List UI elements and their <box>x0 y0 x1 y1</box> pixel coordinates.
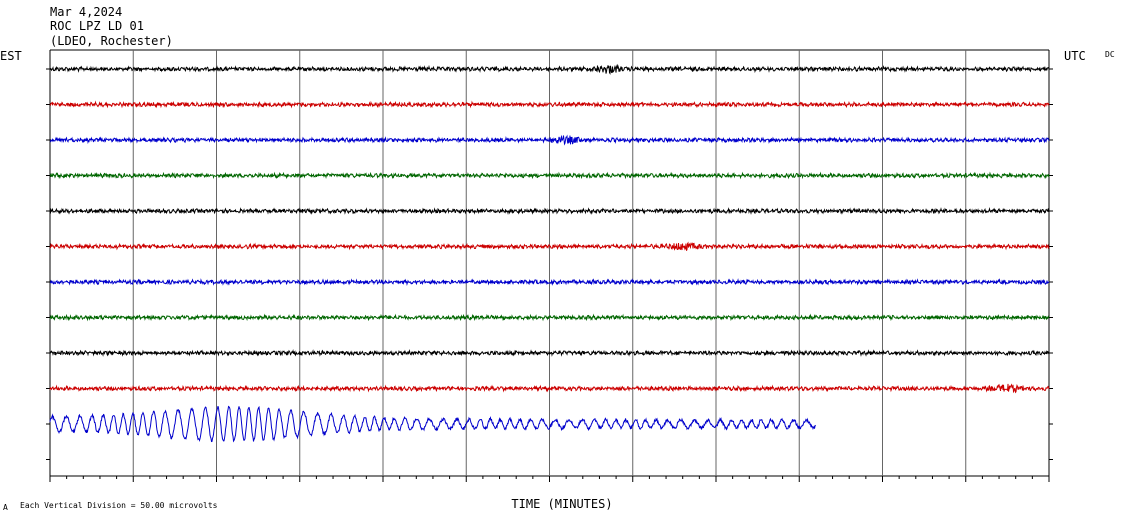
corner-mark: A <box>3 503 8 512</box>
seismic-trace <box>49 278 1050 287</box>
dc-column-label: DC <box>1105 50 1115 59</box>
seismic-trace <box>49 241 1050 251</box>
scale-note: Each Vertical Division = 50.00 microvolt… <box>20 501 218 510</box>
network-label: (LDEO, Rochester) <box>50 34 173 48</box>
x-axis-title: TIME (MINUTES) <box>511 497 612 511</box>
est-zone-label: EST <box>0 49 22 63</box>
seismic-trace <box>49 405 816 443</box>
seismic-trace <box>49 313 1050 322</box>
seismic-trace <box>49 100 1050 109</box>
plot-grid <box>49 49 1050 482</box>
seismic-trace <box>49 383 1050 394</box>
station-label: ROC LPZ LD 01 <box>50 19 144 33</box>
seismic-trace <box>49 171 1050 180</box>
utc-zone-label: UTC <box>1064 49 1086 63</box>
seismic-trace <box>49 349 1050 357</box>
date-label: Mar 4,2024 <box>50 5 122 19</box>
seismic-trace <box>49 134 1050 146</box>
trace-rows <box>46 63 1053 460</box>
seismic-trace <box>49 206 1050 215</box>
seismic-trace <box>49 63 1050 75</box>
